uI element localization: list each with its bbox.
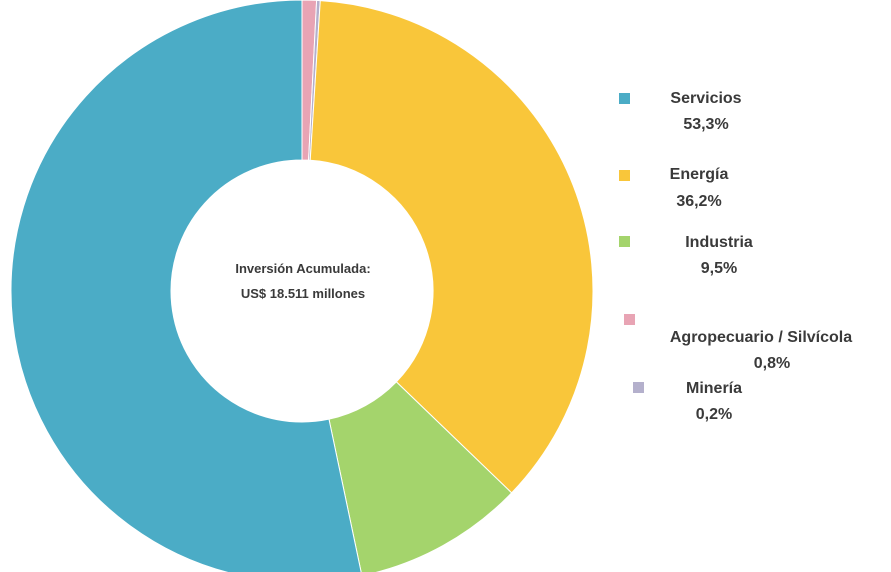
slice-industria	[328, 381, 513, 572]
legend-label-energia: Energía	[669, 166, 729, 183]
legend-swatch-mineria	[633, 382, 644, 393]
legend-label-industria: Industria	[685, 234, 753, 251]
legend-value-servicios: 53,3%	[683, 116, 729, 133]
legend-label-mineria: Minería	[685, 380, 743, 397]
legend-value-industria: 9,5%	[700, 260, 738, 277]
legend-swatch-agropecuario	[624, 314, 635, 325]
legend-value-agropecuario: 0,8%	[753, 355, 791, 372]
slice-energia	[309, 0, 594, 494]
legend-value-energia: 36,2%	[676, 193, 722, 210]
center-label-line-2: US$ 18.511 millones	[241, 286, 365, 301]
legend-value-mineria: 0,2%	[695, 406, 733, 423]
legend-swatch-industria	[619, 236, 630, 247]
legend-swatch-servicios	[619, 93, 630, 104]
center-label-line-1: Inversión Acumulada:	[235, 261, 370, 276]
legend-label-agropecuario: Agropecuario / Silvícola	[669, 329, 853, 346]
legend-swatch-energia	[619, 170, 630, 181]
donut-slices	[10, 0, 594, 572]
slice-servicios	[10, 0, 362, 572]
legend-label-servicios: Servicios	[670, 90, 742, 107]
